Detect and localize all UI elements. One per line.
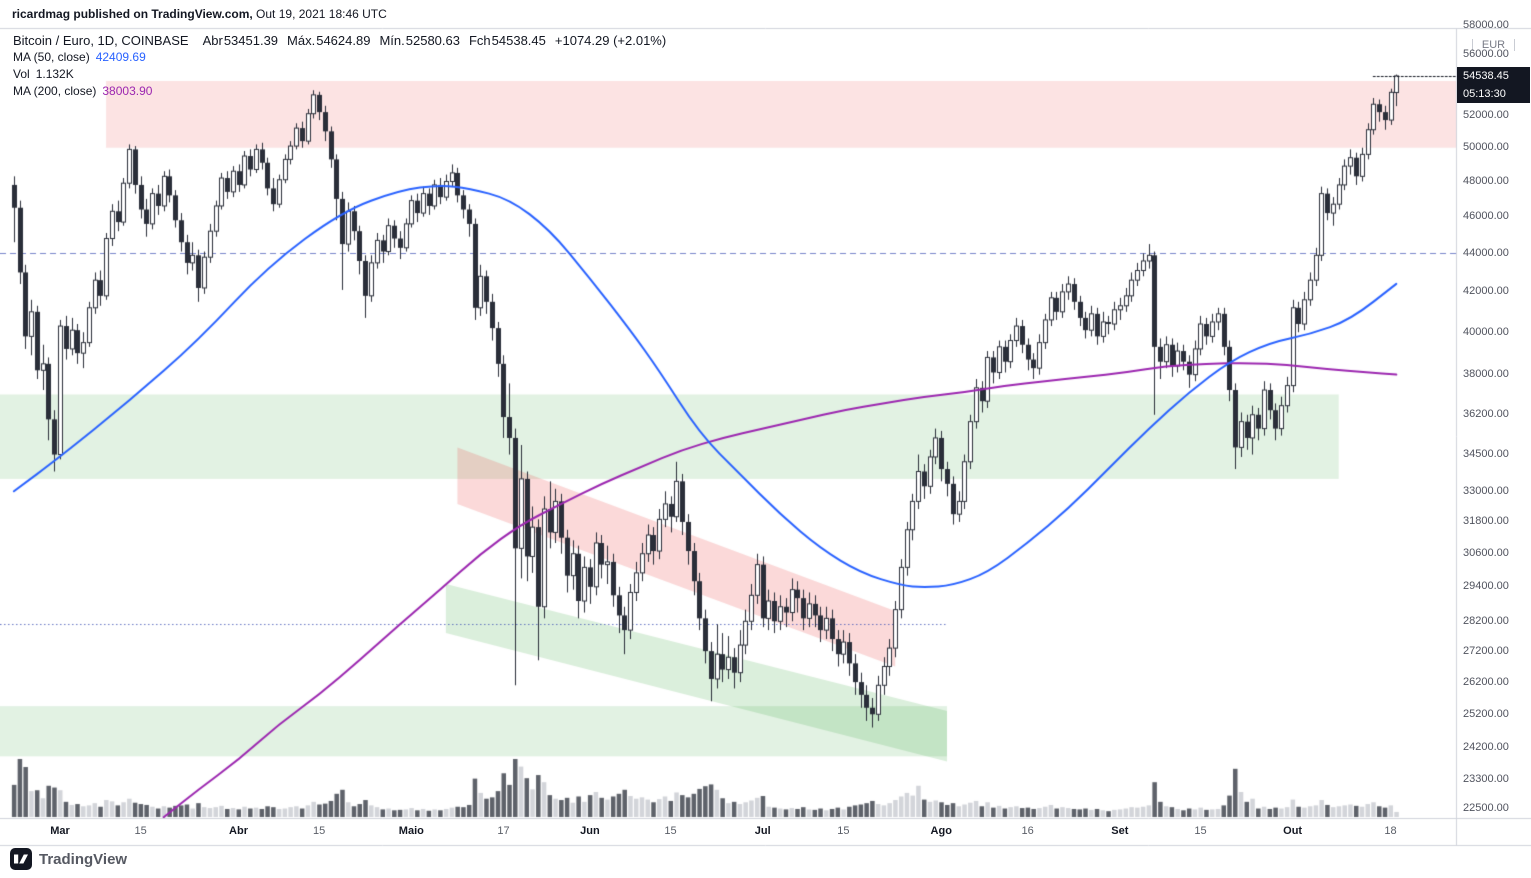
ma50-value: 42409.69 xyxy=(95,50,146,64)
ohlc-close: Fch54538.45 xyxy=(469,33,546,48)
publish-bar: ricardmag published on TradingView.com, … xyxy=(12,7,387,21)
price-tick: 52000.00 xyxy=(1463,108,1509,121)
time-tick: Maio xyxy=(398,825,424,837)
price-tick: 26200.00 xyxy=(1463,675,1509,688)
chart-legend: Bitcoin / Euro, 1D, COINBASE Abr53451.39 M… xyxy=(13,32,666,100)
price-tick: 36200.00 xyxy=(1463,408,1509,421)
price-tick: 23300.00 xyxy=(1463,772,1509,785)
price-tick: 22500.00 xyxy=(1463,801,1509,814)
time-axis[interactable]: Mar 15 Abr 15 Maio 17 Jun 15 Jul 15 Ago 16 Set 15 Out 1… xyxy=(0,818,1456,845)
publish-author: ricardmag published on TradingView.com, xyxy=(12,7,253,21)
time-tick: Abr xyxy=(229,825,249,837)
price-tick: 56000.00 xyxy=(1463,47,1509,60)
ma50-label: MA (50, close) xyxy=(13,50,90,64)
close-label: Fch xyxy=(468,33,491,48)
price-tick: 48000.00 xyxy=(1463,174,1509,187)
tradingview-logo[interactable]: TradingView xyxy=(10,848,127,870)
time-tick: Mar xyxy=(50,825,70,837)
time-tick: Jun xyxy=(580,825,600,837)
change-value: +1074.29 (+2.01%) xyxy=(554,33,667,48)
publish-timestamp: Out 19, 2021 18:46 UTC xyxy=(252,7,387,21)
price-tick: 58000.00 xyxy=(1463,18,1509,31)
volume-value: 1.132K xyxy=(35,67,74,81)
ohlc-open: Abr53451.39 xyxy=(203,33,278,48)
price-tick: 24200.00 xyxy=(1463,741,1509,754)
time-tick: 16 xyxy=(1021,825,1034,837)
bar-countdown-badge: 05:13:30 xyxy=(1457,84,1530,103)
currency-unit-row[interactable]: EUR xyxy=(1456,35,1531,53)
time-tick: Jul xyxy=(754,825,771,837)
tradingview-logo-icon xyxy=(10,848,32,870)
tradingview-logo-text: TradingView xyxy=(39,850,128,868)
price-tick: 27200.00 xyxy=(1463,644,1509,657)
time-tick: 15 xyxy=(837,825,850,837)
time-tick: 15 xyxy=(313,825,326,837)
price-tick: 44000.00 xyxy=(1463,246,1509,259)
legend-volume-row[interactable]: Vol 1.132K xyxy=(13,66,666,83)
price-tick: 46000.00 xyxy=(1463,210,1509,223)
ohlc-low: Mín.52580.63 xyxy=(379,33,460,48)
price-tick: 29400.00 xyxy=(1463,580,1509,593)
ma200-label: MA (200, close) xyxy=(13,84,97,98)
legend-symbol-row[interactable]: Bitcoin / Euro, 1D, COINBASE Abr53451.39 M… xyxy=(13,32,666,49)
high-value: 54624.89 xyxy=(316,33,371,48)
close-value: 54538.45 xyxy=(491,33,546,48)
price-tick: 40000.00 xyxy=(1463,325,1509,338)
symbol-title[interactable]: Bitcoin / Euro, 1D, COINBASE xyxy=(13,33,189,48)
time-tick: 15 xyxy=(134,825,147,837)
price-tick: 34500.00 xyxy=(1463,448,1509,461)
price-axis[interactable]: EUR 54538.45 05:13:30 58000.0056000.0054… xyxy=(1456,0,1531,845)
price-tick: 38000.00 xyxy=(1463,368,1509,381)
currency-unit-label[interactable]: EUR xyxy=(1471,39,1516,51)
volume-label: Vol xyxy=(13,67,30,81)
low-value: 52580.63 xyxy=(405,33,460,48)
low-label: Mín. xyxy=(379,33,405,48)
time-tick: 15 xyxy=(664,825,677,837)
price-tick: 28200.00 xyxy=(1463,614,1509,627)
price-tick: 31800.00 xyxy=(1463,515,1509,528)
price-tick: 30600.00 xyxy=(1463,547,1509,560)
open-value: 53451.39 xyxy=(223,33,279,48)
time-tick: Set xyxy=(1111,825,1129,837)
price-tick: 33000.00 xyxy=(1463,484,1509,497)
time-tick: Out xyxy=(1283,825,1303,837)
ohlc-high: Máx.54624.89 xyxy=(287,33,370,48)
time-tick: 17 xyxy=(497,825,510,837)
time-tick: Ago xyxy=(930,825,952,837)
legend-ma200-row[interactable]: MA (200, close) 38003.90 xyxy=(13,83,666,100)
ma200-value: 38003.90 xyxy=(102,84,153,98)
price-tick: 25200.00 xyxy=(1463,707,1509,720)
last-price-badge: 54538.45 xyxy=(1457,66,1530,85)
time-tick: 15 xyxy=(1194,825,1207,837)
time-tick: 18 xyxy=(1384,825,1397,837)
price-tick: 50000.00 xyxy=(1463,141,1509,154)
price-tick: 42000.00 xyxy=(1463,285,1509,298)
legend-ma50-row[interactable]: MA (50, close) 42409.69 xyxy=(13,49,666,66)
open-label: Abr xyxy=(202,33,223,48)
high-label: Máx. xyxy=(287,33,316,48)
